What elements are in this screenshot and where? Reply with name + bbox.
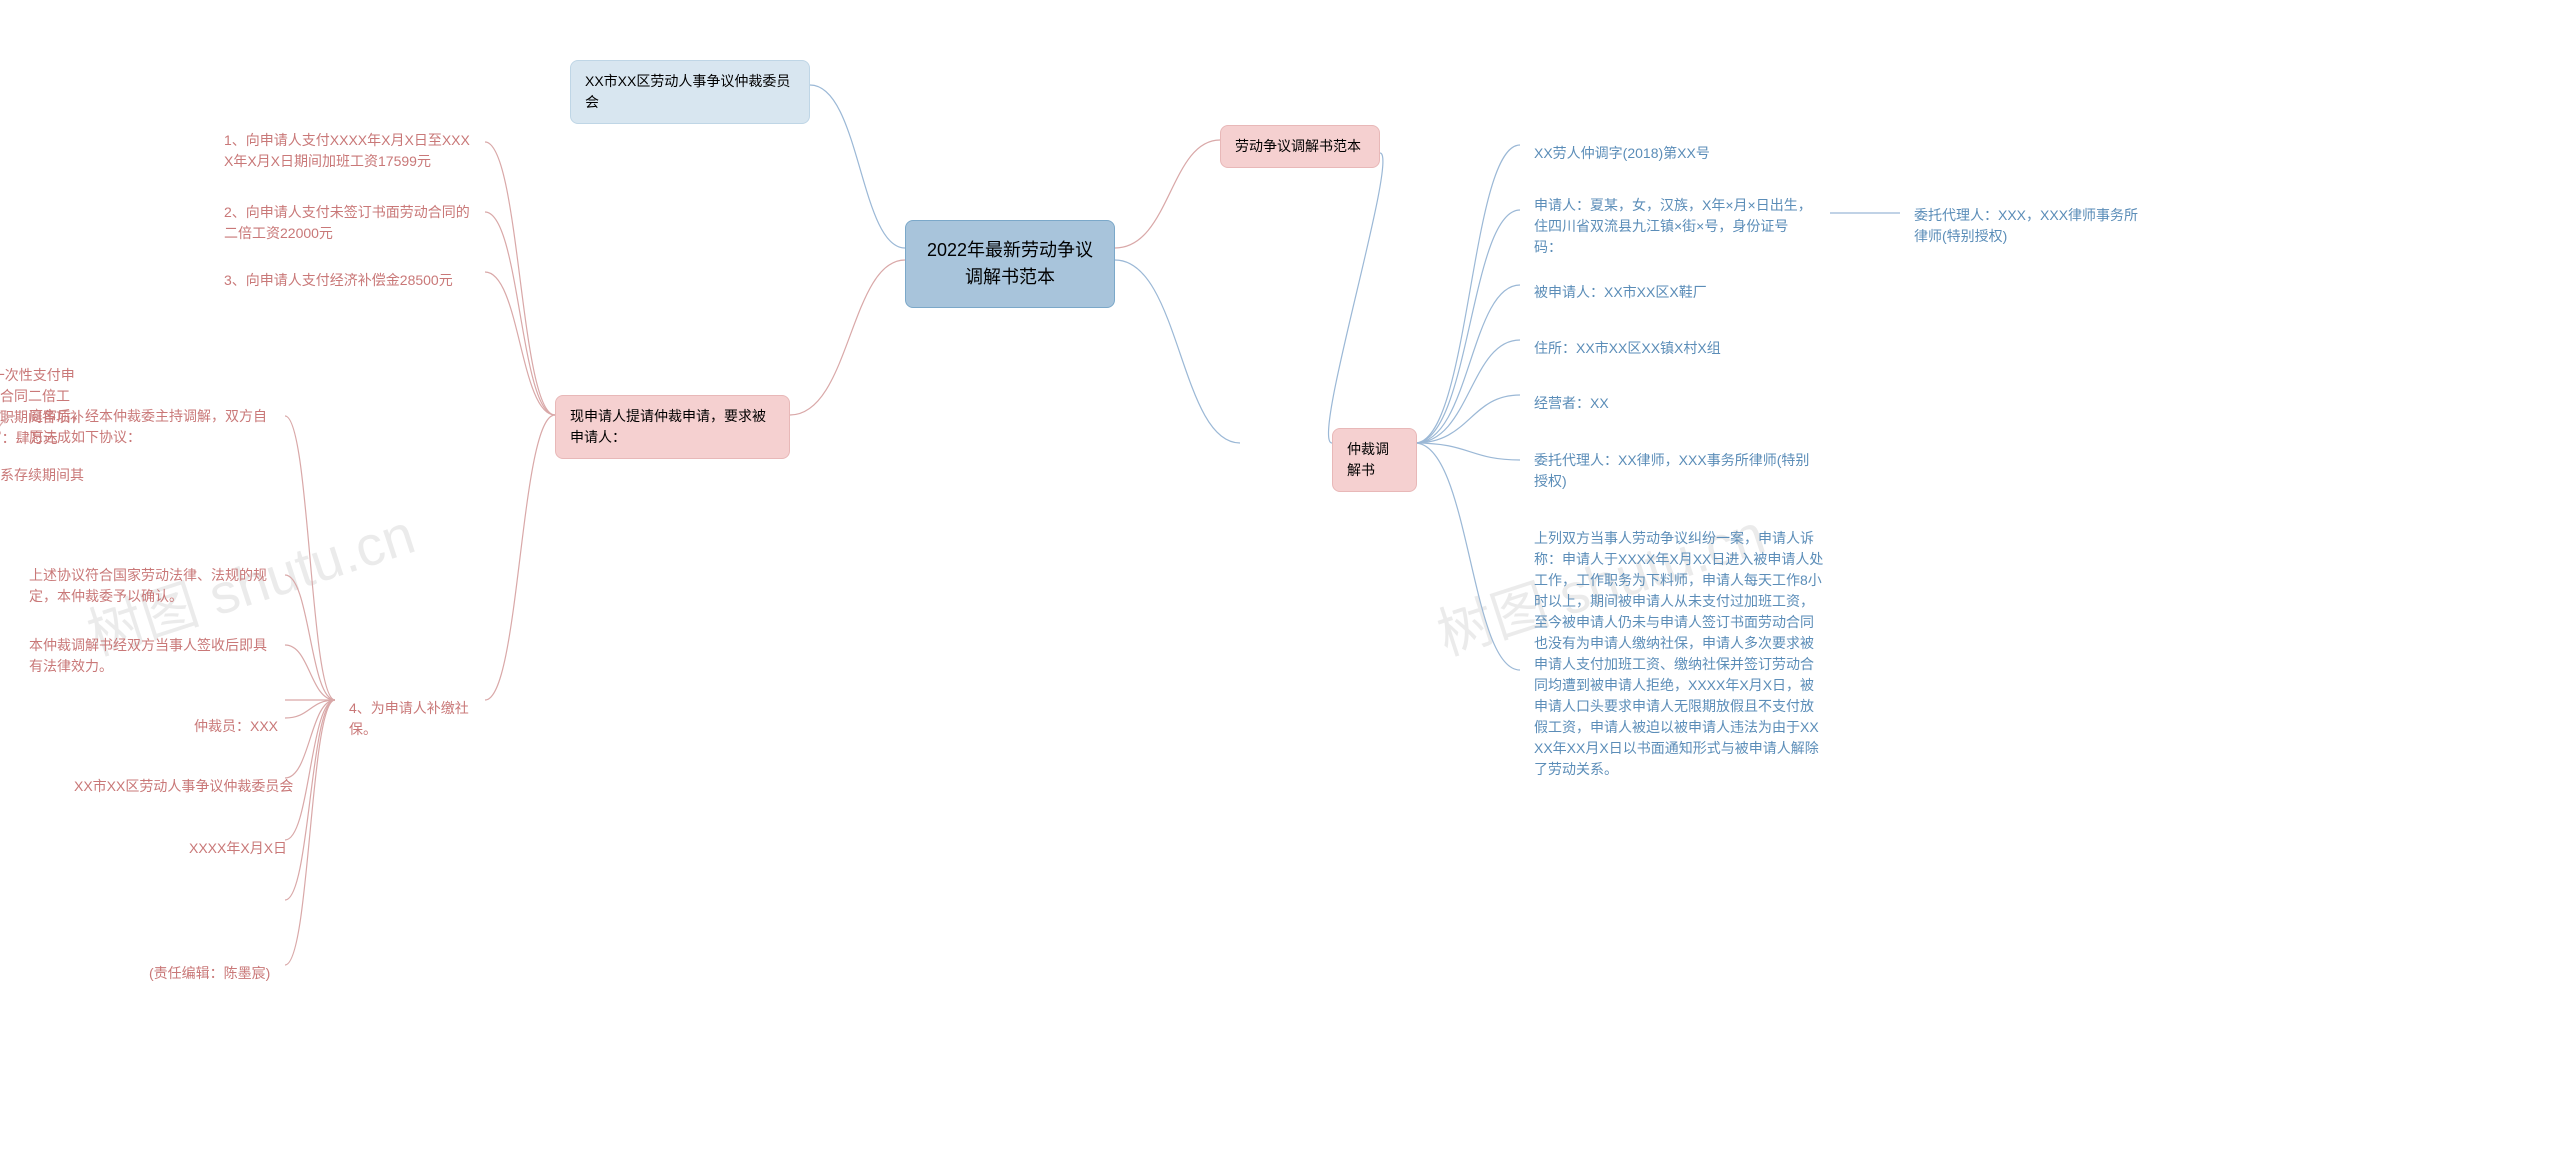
claim-3: 3、向申请人支付经济补偿金28500元 [210,260,485,301]
applicant: 申请人：夏某，女，汉族，X年×月×日出生，住四川省双流县九江镇×街×号，身份证号… [1520,185,1830,268]
root-node: 2022年最新劳动争议调解书范本 [905,220,1115,308]
address: 住所：XX市XX区XX镇X村X组 [1520,328,1735,369]
agent2: 委托代理人：XX律师，XXX事务所律师(特别授权) [1520,440,1830,502]
operator: 经营者：XX [1520,383,1623,424]
confirm: 上述协议符合国家劳动法律、法规的规定，本仲裁委予以确认。 [15,555,285,617]
claim-4: 4、为申请人补缴社保。 [335,688,485,750]
committee: XX市XX区劳动人事争议仲裁委员会 [570,60,810,124]
editor: (责任编辑：陈墨宸) [135,953,284,994]
agreement-2: 二、申请人自愿放弃双方劳动关系存续期间其他仲裁请求的权利。 [0,455,100,517]
committee2: XX市XX区劳动人事争议仲裁委员会 [60,766,307,807]
respondent: 被申请人：XX市XX区X鞋厂 [1520,272,1721,313]
agent1: 委托代理人：XXX，XXX律师事务所律师(特别授权) [1900,195,2160,257]
claim-1: 1、向申请人支付XXXX年X月X日至XXXX年X月X日期间加班工资17599元 [210,120,485,182]
right-sub: 仲裁调解书 [1332,428,1417,492]
request: 现申请人提请仲裁申请，要求被申请人： [555,395,790,459]
facts: 上列双方当事人劳动争议纠纷一案，申请人诉称：申请人于XXXX年X月XX日进入被申… [1520,518,1840,790]
right-header: 劳动争议调解书范本 [1220,125,1380,168]
effect: 本仲裁调解书经双方当事人签收后即具有法律效力。 [15,625,285,687]
claim-2: 2、向申请人支付未签订书面劳动合同的二倍工资22000元 [210,192,485,254]
case-no: XX劳人仲调字(2018)第XX号 [1520,133,1724,174]
date: XXXX年X月X日 [175,828,301,869]
arbitrator: 仲裁员：XXX [180,706,292,747]
